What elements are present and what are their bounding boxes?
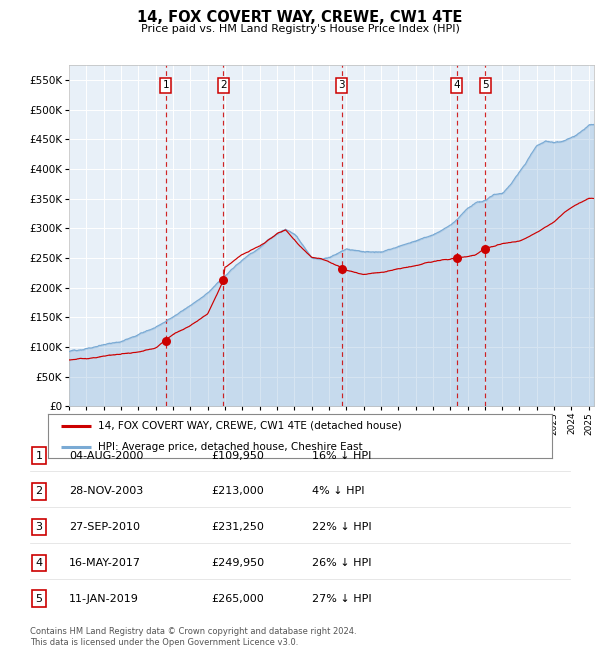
Text: £249,950: £249,950: [211, 558, 264, 568]
Text: 2: 2: [220, 81, 227, 90]
Text: 27% ↓ HPI: 27% ↓ HPI: [312, 593, 371, 604]
Text: 14, FOX COVERT WAY, CREWE, CW1 4TE: 14, FOX COVERT WAY, CREWE, CW1 4TE: [137, 10, 463, 25]
Text: 16% ↓ HPI: 16% ↓ HPI: [312, 450, 371, 461]
Text: 16-MAY-2017: 16-MAY-2017: [69, 558, 141, 568]
Text: 14, FOX COVERT WAY, CREWE, CW1 4TE (detached house): 14, FOX COVERT WAY, CREWE, CW1 4TE (deta…: [98, 421, 402, 431]
Text: 11-JAN-2019: 11-JAN-2019: [69, 593, 139, 604]
Text: This data is licensed under the Open Government Licence v3.0.: This data is licensed under the Open Gov…: [30, 638, 298, 647]
Text: 3: 3: [35, 522, 43, 532]
Text: £109,950: £109,950: [211, 450, 264, 461]
Text: 5: 5: [35, 593, 43, 604]
Text: 4% ↓ HPI: 4% ↓ HPI: [312, 486, 365, 497]
Text: 27-SEP-2010: 27-SEP-2010: [69, 522, 140, 532]
Text: 28-NOV-2003: 28-NOV-2003: [69, 486, 143, 497]
Text: £265,000: £265,000: [211, 593, 264, 604]
Text: 4: 4: [453, 81, 460, 90]
Text: Contains HM Land Registry data © Crown copyright and database right 2024.: Contains HM Land Registry data © Crown c…: [30, 627, 356, 636]
Text: 1: 1: [35, 450, 43, 461]
Text: 5: 5: [482, 81, 488, 90]
Text: £213,000: £213,000: [211, 486, 264, 497]
Text: £231,250: £231,250: [211, 522, 264, 532]
Text: 22% ↓ HPI: 22% ↓ HPI: [312, 522, 371, 532]
Text: 04-AUG-2000: 04-AUG-2000: [69, 450, 143, 461]
Text: 2: 2: [35, 486, 43, 497]
Text: 26% ↓ HPI: 26% ↓ HPI: [312, 558, 371, 568]
Text: 3: 3: [338, 81, 345, 90]
Text: 1: 1: [163, 81, 169, 90]
Text: HPI: Average price, detached house, Cheshire East: HPI: Average price, detached house, Ches…: [98, 442, 363, 452]
Text: Price paid vs. HM Land Registry's House Price Index (HPI): Price paid vs. HM Land Registry's House …: [140, 24, 460, 34]
Text: 4: 4: [35, 558, 43, 568]
